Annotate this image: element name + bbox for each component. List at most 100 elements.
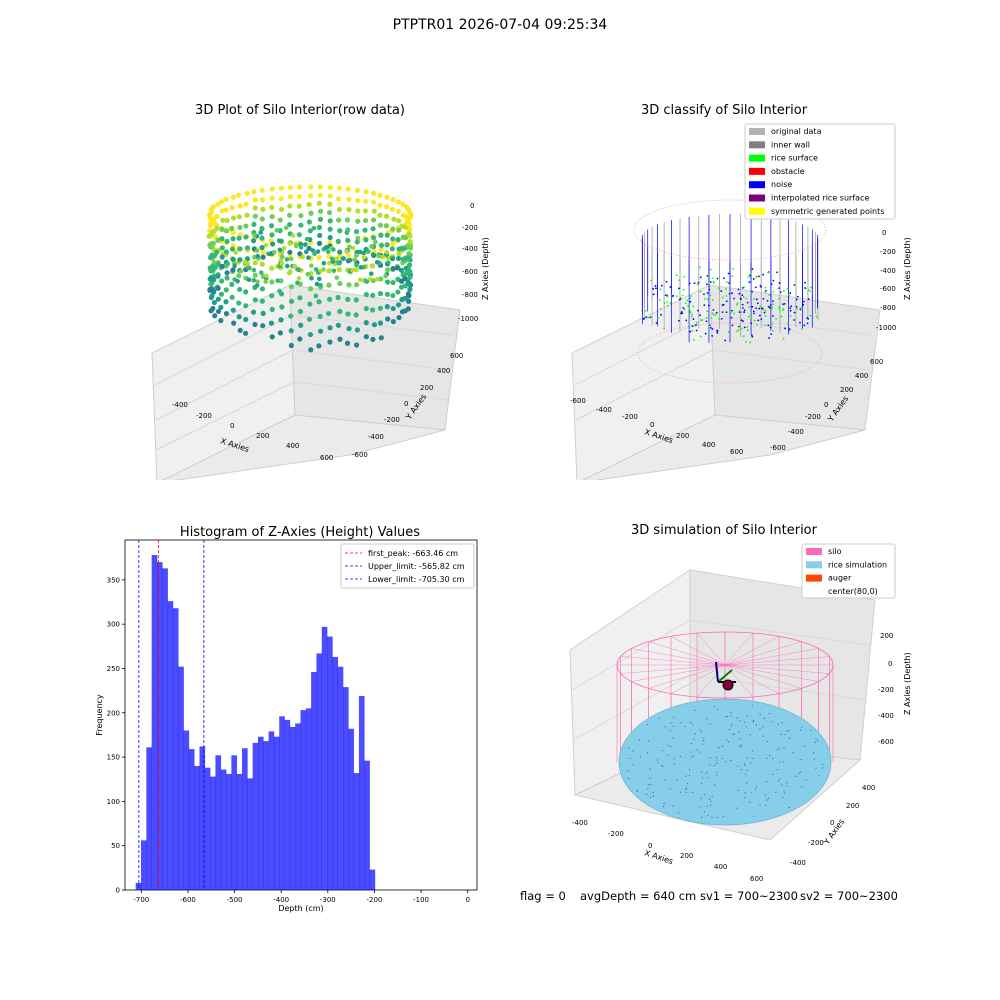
classified-point: [731, 324, 734, 327]
classified-point: [751, 305, 754, 308]
raw-point: [407, 269, 413, 275]
classified-point: [780, 315, 783, 318]
legend-swatch: [749, 154, 765, 162]
raw-point: [287, 194, 294, 200]
classified-point: [658, 298, 661, 301]
raw-point: [250, 309, 257, 315]
classified-point: [705, 320, 708, 323]
legend-label: rice simulation: [828, 560, 887, 569]
raw-point: [215, 308, 222, 315]
classified-point: [733, 312, 736, 315]
raw-point: [271, 249, 277, 255]
raw-point: [306, 316, 313, 322]
classified-point: [758, 307, 761, 310]
y-tick-label: 150: [107, 754, 120, 762]
raw-point: [305, 272, 311, 277]
raw-point: [326, 310, 332, 317]
rice-mesh-point: [669, 788, 671, 790]
raw-point: [214, 249, 220, 255]
classified-point: [697, 281, 700, 284]
classified-point: [783, 290, 785, 292]
silo-wireframe: [616, 631, 834, 795]
classified-point: [712, 308, 715, 311]
raw-point: [345, 296, 351, 302]
sim-ztick: -200: [878, 686, 894, 694]
raw-point: [390, 240, 396, 247]
silo-wire: [648, 641, 726, 666]
auger-arrow-y: [717, 669, 733, 683]
classified-point: [746, 326, 749, 328]
classify-ytick: -200: [805, 413, 821, 421]
silo-wire: [724, 664, 819, 682]
rice-mesh-point: [799, 729, 802, 731]
raw-ztick: 0: [470, 202, 474, 210]
histogram-bar: [257, 736, 264, 890]
raw-point: [230, 267, 236, 273]
raw-point: [263, 242, 269, 248]
raw-point: [398, 267, 405, 273]
rice-mesh-point: [636, 789, 639, 791]
classified-point: [696, 321, 699, 324]
histogram-title: Histogram of Z-Axies (Height) Values: [180, 525, 420, 540]
rice-mesh-point: [692, 791, 694, 793]
classified-point: [724, 339, 727, 342]
raw-point: [259, 187, 265, 193]
sim-ztick: 200: [880, 632, 893, 640]
raw-point: [336, 185, 343, 191]
histogram-bar: [215, 755, 222, 890]
raw-point: [218, 304, 224, 310]
classified-point: [706, 310, 709, 313]
classified-point: [709, 326, 712, 329]
classify-y-ticks: 600 400 200 0 -200 -400 -600: [770, 358, 883, 452]
classified-point: [692, 318, 695, 320]
rice-mesh-point: [706, 771, 708, 773]
silo-wire: [648, 664, 726, 689]
raw-point: [210, 204, 216, 210]
raw-point: [377, 202, 383, 208]
raw-ztick: -800: [462, 291, 478, 299]
raw-point: [293, 243, 299, 249]
classified-point: [685, 319, 688, 322]
silo-wire: [631, 648, 726, 666]
raw-point: [236, 300, 242, 306]
classified-point: [804, 287, 807, 289]
rice-mesh-point: [766, 757, 768, 759]
classified-point: [691, 315, 693, 318]
classified-point: [691, 329, 694, 332]
classified-point: [652, 287, 655, 290]
raw-point: [276, 238, 282, 244]
raw-point: [371, 235, 377, 241]
raw-point: [306, 219, 313, 225]
rice-mesh-point: [638, 739, 641, 741]
raw-point: [267, 251, 272, 257]
raw-point: [407, 286, 413, 292]
raw-point: [327, 268, 333, 273]
rice-mesh-point: [715, 756, 717, 758]
raw-point: [368, 271, 374, 276]
raw-point: [308, 263, 314, 268]
classified-point: [742, 335, 745, 338]
raw-point: [292, 263, 298, 269]
classified-point: [750, 322, 753, 325]
rice-mesh-point: [702, 740, 705, 742]
raw-point: [252, 260, 258, 266]
classified-point: [645, 316, 648, 319]
raw-point: [352, 257, 358, 262]
raw-point: [224, 275, 230, 281]
rice-mesh-point: [784, 733, 786, 736]
raw-point: [369, 244, 374, 249]
raw-point: [212, 265, 218, 271]
rice-mesh-point: [647, 784, 650, 786]
rice-mesh-point: [755, 785, 758, 787]
raw-point: [331, 268, 337, 274]
raw-point: [327, 218, 333, 224]
raw-point: [391, 216, 397, 222]
silo-wire: [620, 656, 726, 666]
rice-mesh-point: [800, 771, 802, 773]
raw-point: [346, 252, 352, 259]
histogram-bar: [295, 723, 301, 890]
histogram-bar: [316, 653, 323, 890]
raw-point: [219, 263, 225, 269]
classify-ztick: -200: [880, 248, 896, 256]
classified-point: [692, 305, 695, 308]
